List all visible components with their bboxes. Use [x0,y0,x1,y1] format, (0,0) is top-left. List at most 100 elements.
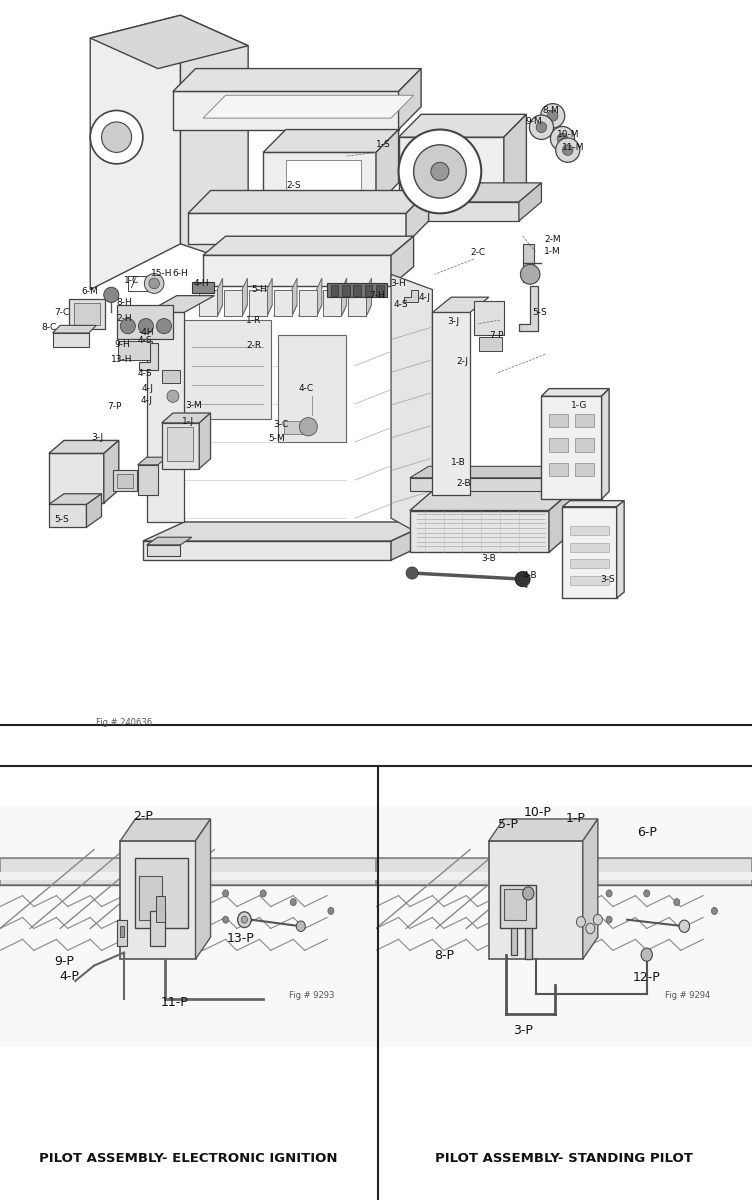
Polygon shape [135,858,188,929]
Polygon shape [224,305,247,317]
Polygon shape [162,413,211,422]
Text: 10-M: 10-M [556,131,579,139]
Circle shape [406,566,418,580]
Text: 3-J: 3-J [92,433,104,442]
Polygon shape [410,478,549,492]
Polygon shape [602,389,609,499]
Polygon shape [410,510,549,552]
Text: 5-M: 5-M [268,433,285,443]
Circle shape [523,887,534,900]
Bar [156,895,165,922]
Text: Fig # 9293: Fig # 9293 [290,990,335,1000]
Polygon shape [53,332,89,347]
Polygon shape [410,467,568,478]
Polygon shape [162,422,199,469]
Polygon shape [348,305,371,317]
Text: 5-S: 5-S [54,515,69,524]
Text: 4-B: 4-B [522,571,537,580]
Bar [570,542,609,552]
Bar [511,898,517,955]
Text: PILOT ASSEMBLY- STANDING PILOT: PILOT ASSEMBLY- STANDING PILOT [435,1152,693,1165]
Polygon shape [138,457,167,464]
Circle shape [238,912,251,928]
Circle shape [547,110,558,121]
Circle shape [223,890,229,896]
Polygon shape [299,289,317,317]
Polygon shape [90,16,248,68]
Polygon shape [0,858,376,884]
Circle shape [290,899,296,906]
Polygon shape [49,440,119,454]
Polygon shape [49,504,86,527]
Polygon shape [203,236,414,256]
Text: 1-M: 1-M [544,247,561,256]
Circle shape [515,571,530,587]
Text: 9-M: 9-M [526,118,542,126]
Polygon shape [263,152,376,205]
Polygon shape [504,114,526,205]
Polygon shape [147,538,192,545]
Text: 6-M: 6-M [82,287,99,295]
Polygon shape [184,320,271,419]
Polygon shape [203,256,391,286]
Polygon shape [147,312,184,522]
Text: 4-J: 4-J [141,396,153,404]
Text: 5-P: 5-P [498,817,517,830]
Bar [278,335,346,442]
Polygon shape [199,305,223,317]
Bar [570,559,609,569]
Circle shape [679,920,690,932]
Text: 6-H: 6-H [173,269,188,278]
Circle shape [541,103,565,128]
Polygon shape [143,522,432,541]
Polygon shape [267,278,272,317]
Text: 12-P: 12-P [633,971,660,984]
Polygon shape [292,278,297,317]
Polygon shape [120,841,196,959]
Text: 3-P: 3-P [513,1024,532,1037]
Polygon shape [242,278,247,317]
Polygon shape [583,818,598,959]
Bar [284,421,303,434]
Polygon shape [549,487,575,552]
Text: 4-S: 4-S [393,300,408,310]
Polygon shape [399,137,504,205]
Bar [570,576,609,586]
Text: 9-H: 9-H [114,340,129,349]
Polygon shape [391,275,432,541]
Text: 1-C: 1-C [124,276,139,284]
Polygon shape [489,818,598,841]
Text: 15-H: 15-H [151,269,172,278]
Polygon shape [541,389,609,396]
Polygon shape [139,343,158,370]
Circle shape [414,145,466,198]
Text: 7-P: 7-P [489,331,504,340]
Polygon shape [192,282,214,293]
Text: 4-P: 4-P [59,970,80,983]
Bar [74,304,100,325]
Polygon shape [376,871,752,881]
Polygon shape [323,305,347,317]
Circle shape [260,890,266,896]
Bar [500,884,535,929]
Text: 2-R: 2-R [247,341,262,349]
Bar [286,160,361,194]
Bar [113,470,137,492]
Polygon shape [196,818,211,959]
Polygon shape [177,275,391,301]
Polygon shape [199,289,217,317]
Polygon shape [53,325,96,332]
Bar [479,337,502,350]
Text: 8-H: 8-H [117,298,132,307]
Bar [575,462,594,476]
Polygon shape [523,244,534,282]
Text: 11-P: 11-P [161,996,189,1009]
Circle shape [431,162,449,180]
Text: 7-P: 7-P [107,402,122,410]
Text: 4-J: 4-J [419,293,431,301]
Bar [365,284,372,295]
Circle shape [520,264,540,284]
Polygon shape [177,301,353,545]
Bar [575,438,594,452]
Polygon shape [562,500,624,506]
